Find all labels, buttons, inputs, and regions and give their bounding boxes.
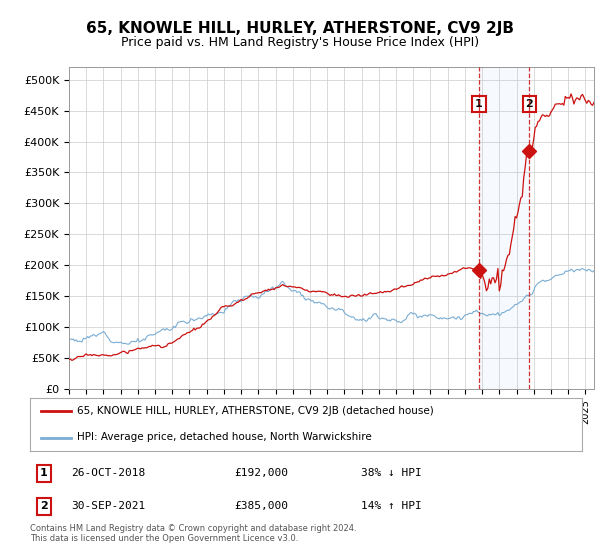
Text: 1: 1 [475,99,483,109]
Text: Price paid vs. HM Land Registry's House Price Index (HPI): Price paid vs. HM Land Registry's House … [121,36,479,49]
Text: 14% ↑ HPI: 14% ↑ HPI [361,501,422,511]
Text: £385,000: £385,000 [234,501,288,511]
Bar [479,67,529,389]
Text: 65, KNOWLE HILL, HURLEY, ATHERSTONE, CV9 2JB (detached house): 65, KNOWLE HILL, HURLEY, ATHERSTONE, CV9… [77,406,434,416]
Text: 65, KNOWLE HILL, HURLEY, ATHERSTONE, CV9 2JB: 65, KNOWLE HILL, HURLEY, ATHERSTONE, CV9… [86,21,514,36]
Text: £192,000: £192,000 [234,468,288,478]
Text: 30-SEP-2021: 30-SEP-2021 [71,501,146,511]
Text: 2: 2 [526,99,533,109]
Text: 1: 1 [40,468,47,478]
Text: 2: 2 [40,501,47,511]
Text: HPI: Average price, detached house, North Warwickshire: HPI: Average price, detached house, Nort… [77,432,371,442]
Text: Contains HM Land Registry data © Crown copyright and database right 2024.
This d: Contains HM Land Registry data © Crown c… [30,524,356,543]
Text: 38% ↓ HPI: 38% ↓ HPI [361,468,422,478]
Text: 26-OCT-2018: 26-OCT-2018 [71,468,146,478]
